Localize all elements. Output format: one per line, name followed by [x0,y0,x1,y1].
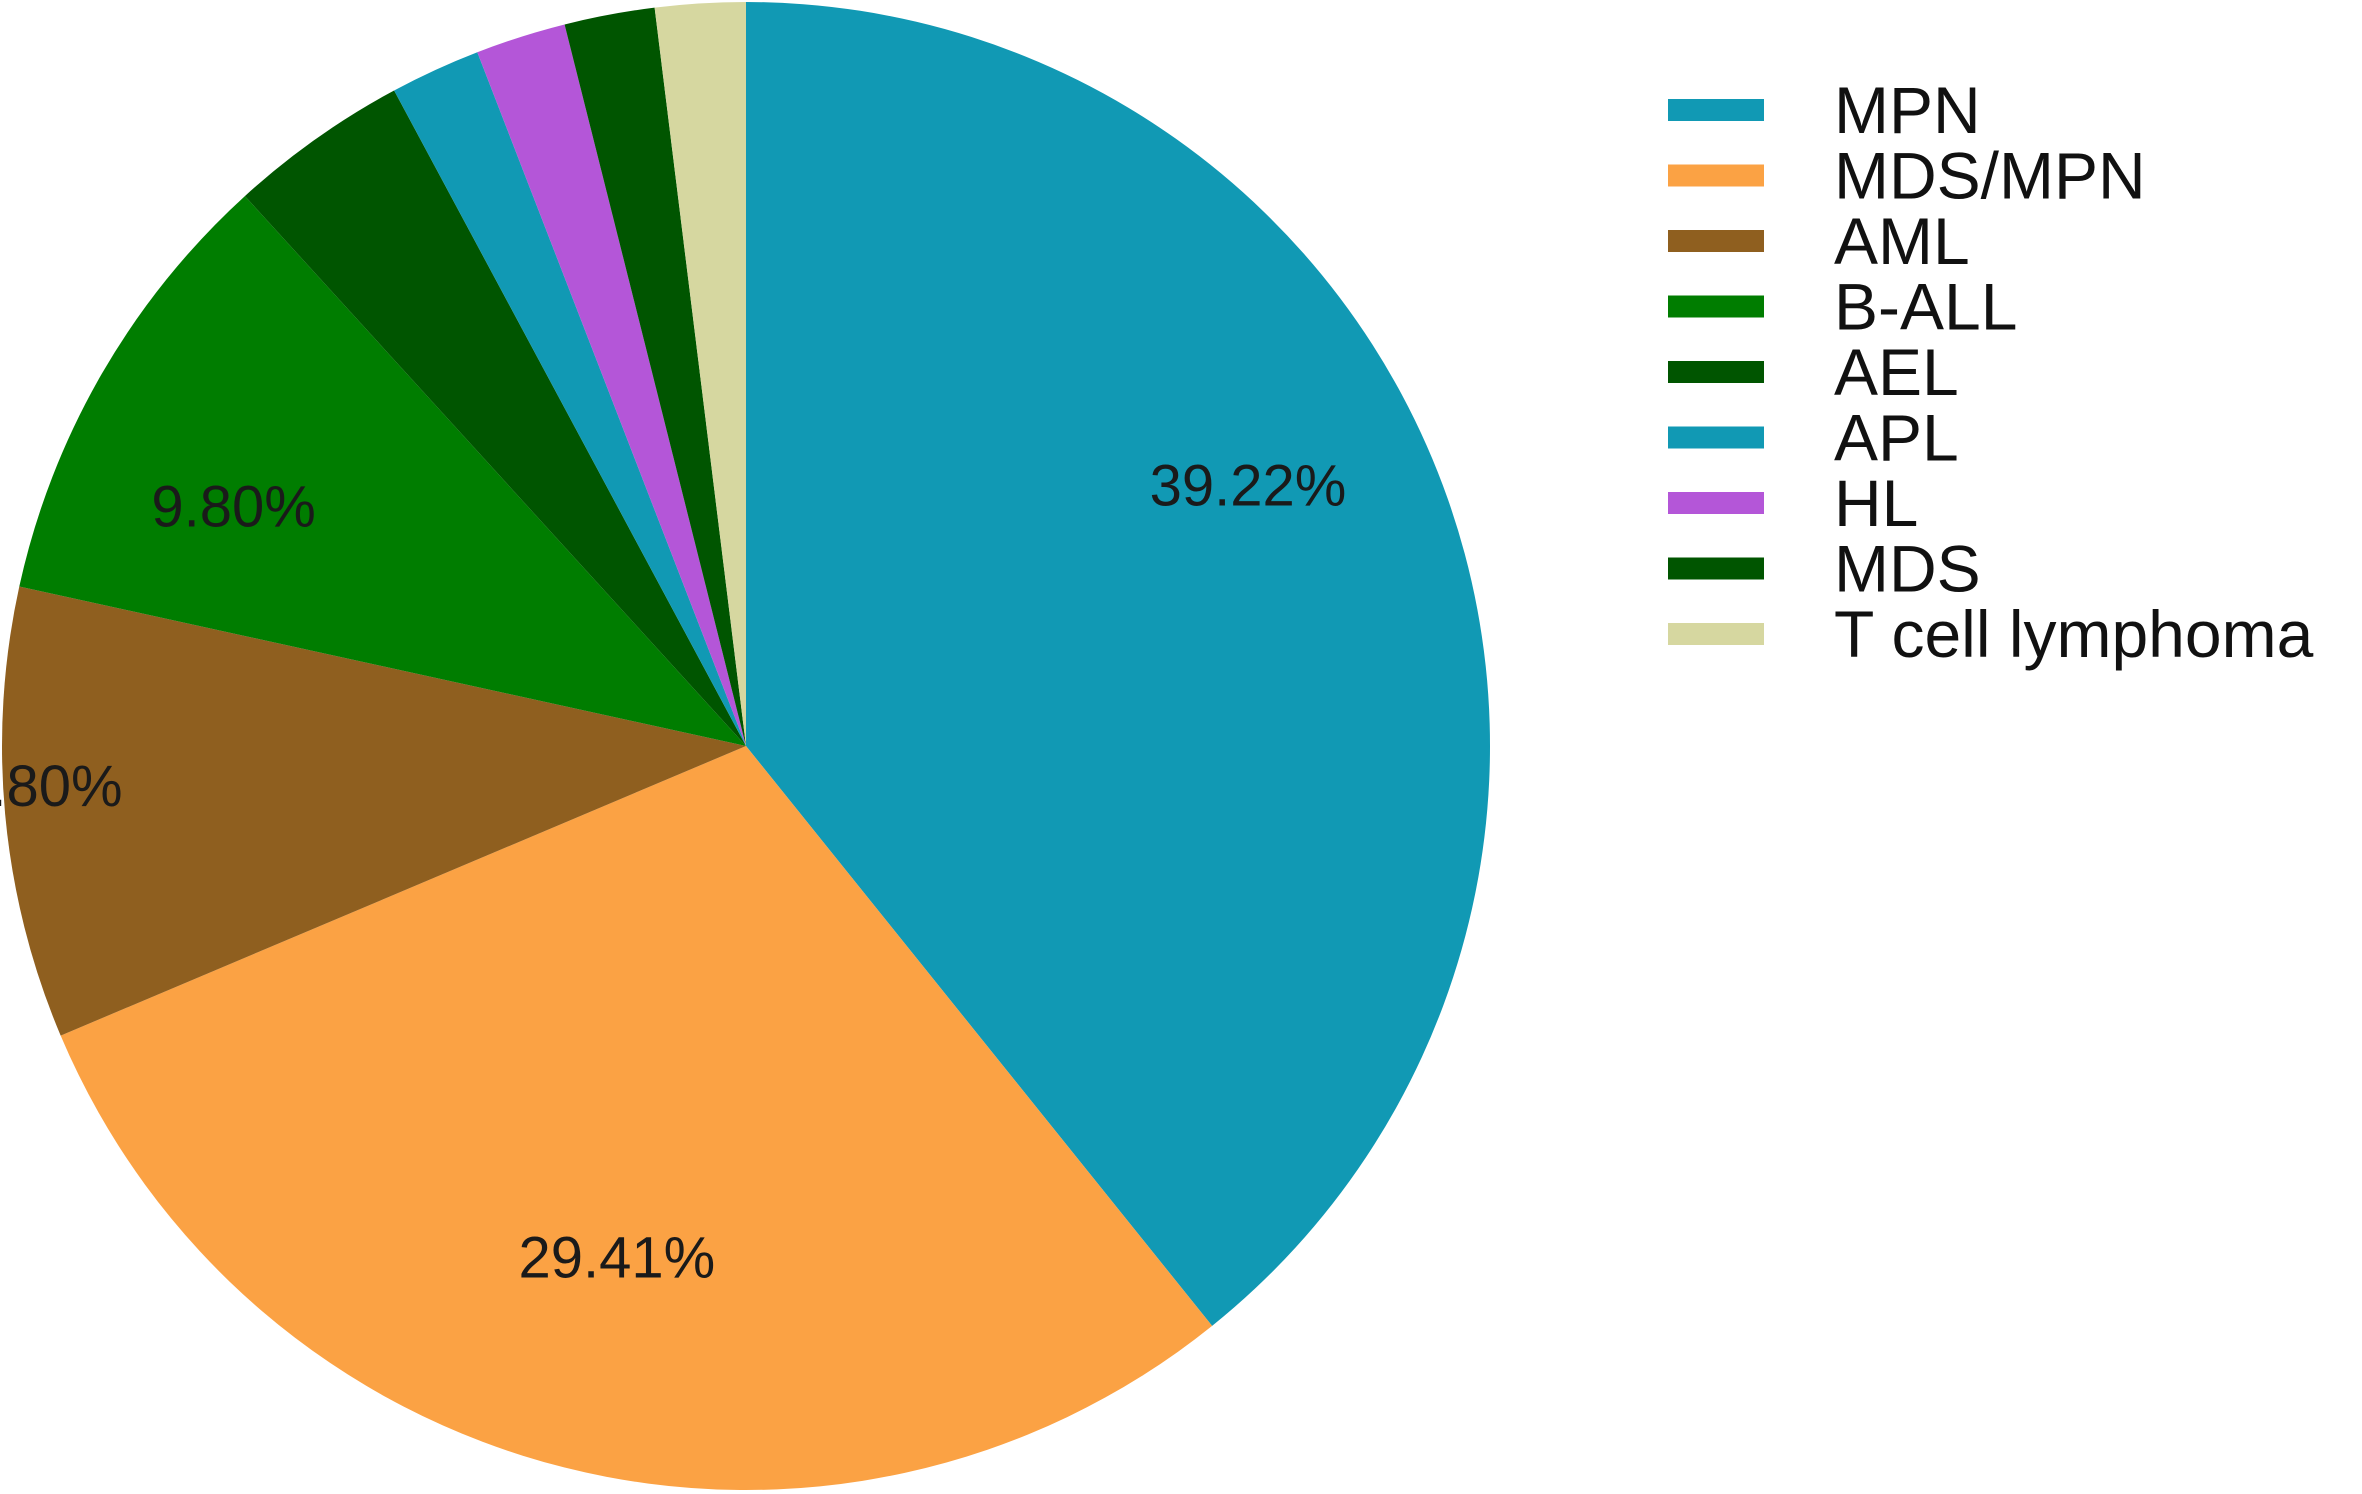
legend-swatch-mpn [1668,99,1764,121]
slice-label-mpn: 39.22% [1150,453,1347,518]
legend-label-apl: APL [1834,401,1959,475]
pie-slice-b-all [19,196,747,746]
legend-label-t-cell-lymphoma: T cell lymphoma [1834,597,2314,671]
pie-slice-aml [1,586,747,1036]
pie-slice-mds-mpn [60,746,1213,1491]
legend-label-b-all: B-ALL [1834,270,2017,344]
legend-swatch-hl [1668,492,1764,514]
pie-slice-apl [394,52,746,746]
pie-slice-mpn [746,2,1491,1326]
legend-swatch-ael [1668,361,1764,383]
pie-slice-t-cell-lymphoma [654,2,746,746]
pie-slice-hl [477,24,746,746]
pie-slice-ael [244,90,746,747]
legend-label-ael: AEL [1834,335,1959,409]
legend-label-mpn: MPN [1834,73,1981,147]
slice-label-b-all: 9.80% [151,474,315,539]
legend-swatch-mds [1668,557,1764,580]
legend-swatch-t-cell-lymphoma [1668,623,1764,645]
legend-label-aml: AML [1834,204,1970,278]
legend-swatch-b-all [1668,295,1764,318]
slice-label-aml: 9.80% [0,754,123,819]
pie-slice-mds [564,7,746,746]
legend-swatch-apl [1668,426,1764,449]
slice-label-mds-mpn: 29.41% [519,1226,716,1291]
legend-label-hl: HL [1834,466,1918,540]
legend-swatch-mds-mpn [1668,164,1764,187]
legend-swatch-aml [1668,230,1764,252]
legend-label-mds-mpn: MDS/MPN [1834,139,2146,213]
pie-slices [1,2,1491,1491]
slice-labels: 39.22% 29.41% 9.80% 9.80% [0,453,1346,1290]
legend-label-mds: MDS [1834,532,1981,606]
